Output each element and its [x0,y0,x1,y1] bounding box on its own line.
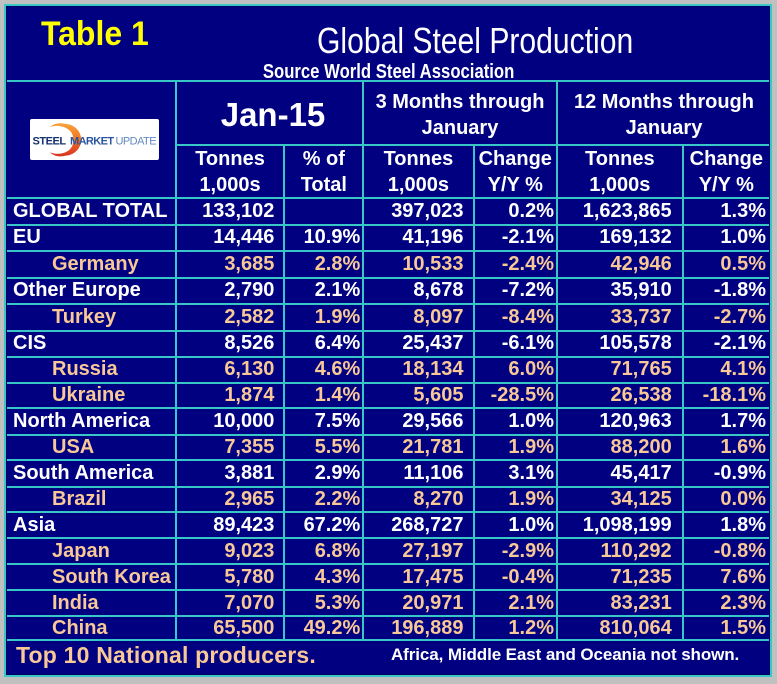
svg-text:STEEL: STEEL [33,136,67,148]
svg-text:MARKET: MARKET [70,136,114,148]
svg-text:UPDATE: UPDATE [116,136,157,148]
